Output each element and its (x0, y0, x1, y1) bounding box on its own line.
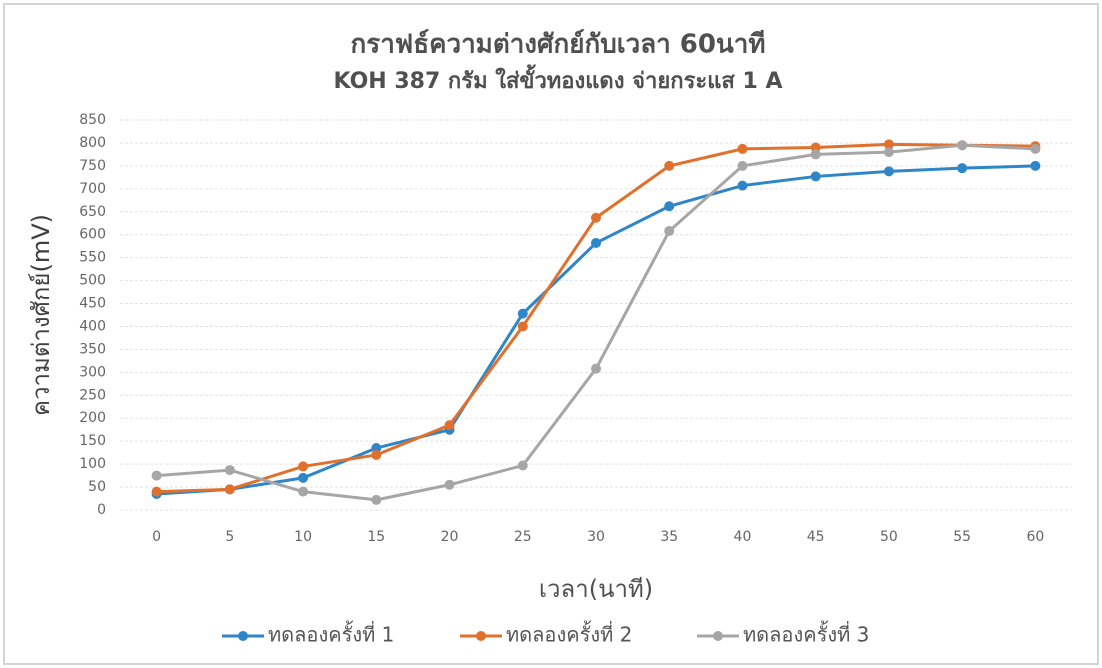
data-point (883, 139, 894, 150)
y-tick-label: 150 (79, 433, 106, 449)
data-point (737, 160, 748, 171)
x-tick-label: 35 (660, 529, 678, 545)
data-point (444, 420, 455, 431)
y-tick-label: 100 (79, 456, 106, 472)
y-tick-label: 700 (79, 181, 106, 197)
data-point (664, 226, 675, 237)
data-point (810, 171, 821, 182)
data-point (517, 308, 528, 319)
data-point (151, 486, 162, 497)
data-point (664, 160, 675, 171)
y-tick-label: 300 (79, 364, 106, 380)
data-point (1030, 160, 1041, 171)
y-tick-label: 200 (79, 410, 106, 426)
legend-marker (238, 631, 248, 641)
chart-subtitle: KOH 387 กรัม ใส่ขั้วทองแดง จ่ายกระแส 1 A (334, 64, 783, 94)
y-tick-label: 650 (79, 204, 106, 220)
y-tick-label: 850 (79, 112, 106, 128)
y-axis-label: ความต่างศักย์(mV) (27, 214, 55, 416)
chart-title: กราฟธ์ความต่างศักย์กับเวลา 60นาที (351, 29, 766, 60)
data-point (591, 363, 601, 374)
data-point (517, 460, 528, 471)
x-axis-label: เวลา(นาที) (539, 575, 653, 603)
y-tick-label: 500 (79, 273, 106, 289)
x-tick-label: 10 (294, 529, 312, 545)
x-tick-label: 55 (953, 529, 971, 545)
data-point (298, 486, 309, 497)
data-point (957, 163, 968, 174)
data-point (737, 180, 748, 191)
data-point (151, 470, 162, 481)
y-tick-label: 750 (79, 158, 106, 174)
data-point (591, 212, 601, 223)
data-point (957, 140, 968, 151)
y-tick-label: 50 (88, 479, 106, 495)
x-tick-label: 25 (514, 529, 532, 545)
data-point (224, 465, 235, 476)
legend-marker (476, 631, 486, 641)
chart-frame (3, 3, 1099, 665)
data-point (371, 449, 382, 460)
x-tick-label: 5 (225, 529, 234, 545)
x-tick-label: 45 (807, 529, 825, 545)
x-tick-label: 0 (152, 529, 161, 545)
data-point (1030, 143, 1041, 154)
y-tick-label: 600 (79, 227, 106, 243)
data-point (224, 484, 235, 495)
y-tick-label: 350 (79, 341, 106, 357)
y-tick-label: 0 (97, 502, 106, 518)
legend-label: ทดลองครั้งที่ 3 (743, 621, 869, 647)
y-tick-label: 450 (79, 296, 106, 312)
data-point (591, 237, 601, 248)
data-point (810, 149, 821, 160)
x-tick-label: 20 (441, 529, 459, 545)
legend-label: ทดลองครั้งที่ 2 (506, 621, 632, 647)
y-tick-label: 250 (79, 387, 106, 403)
data-point (883, 166, 894, 177)
legend-label: ทดลองครั้งที่ 1 (268, 621, 394, 647)
data-point (664, 201, 675, 212)
data-point (298, 472, 309, 483)
y-tick-label: 550 (79, 250, 106, 266)
x-tick-label: 40 (734, 529, 752, 545)
data-point (737, 143, 748, 154)
y-tick-label: 800 (79, 135, 106, 151)
data-point (444, 479, 455, 490)
data-point (810, 142, 821, 153)
data-point (371, 494, 382, 505)
legend-marker (713, 631, 723, 641)
x-tick-label: 15 (367, 529, 385, 545)
x-tick-label: 50 (880, 529, 898, 545)
x-tick-label: 30 (587, 529, 605, 545)
data-point (517, 321, 528, 332)
x-tick-label: 60 (1026, 529, 1044, 545)
data-point (883, 147, 894, 158)
data-point (298, 461, 309, 472)
y-tick-label: 400 (79, 318, 106, 334)
data-point (371, 443, 382, 454)
